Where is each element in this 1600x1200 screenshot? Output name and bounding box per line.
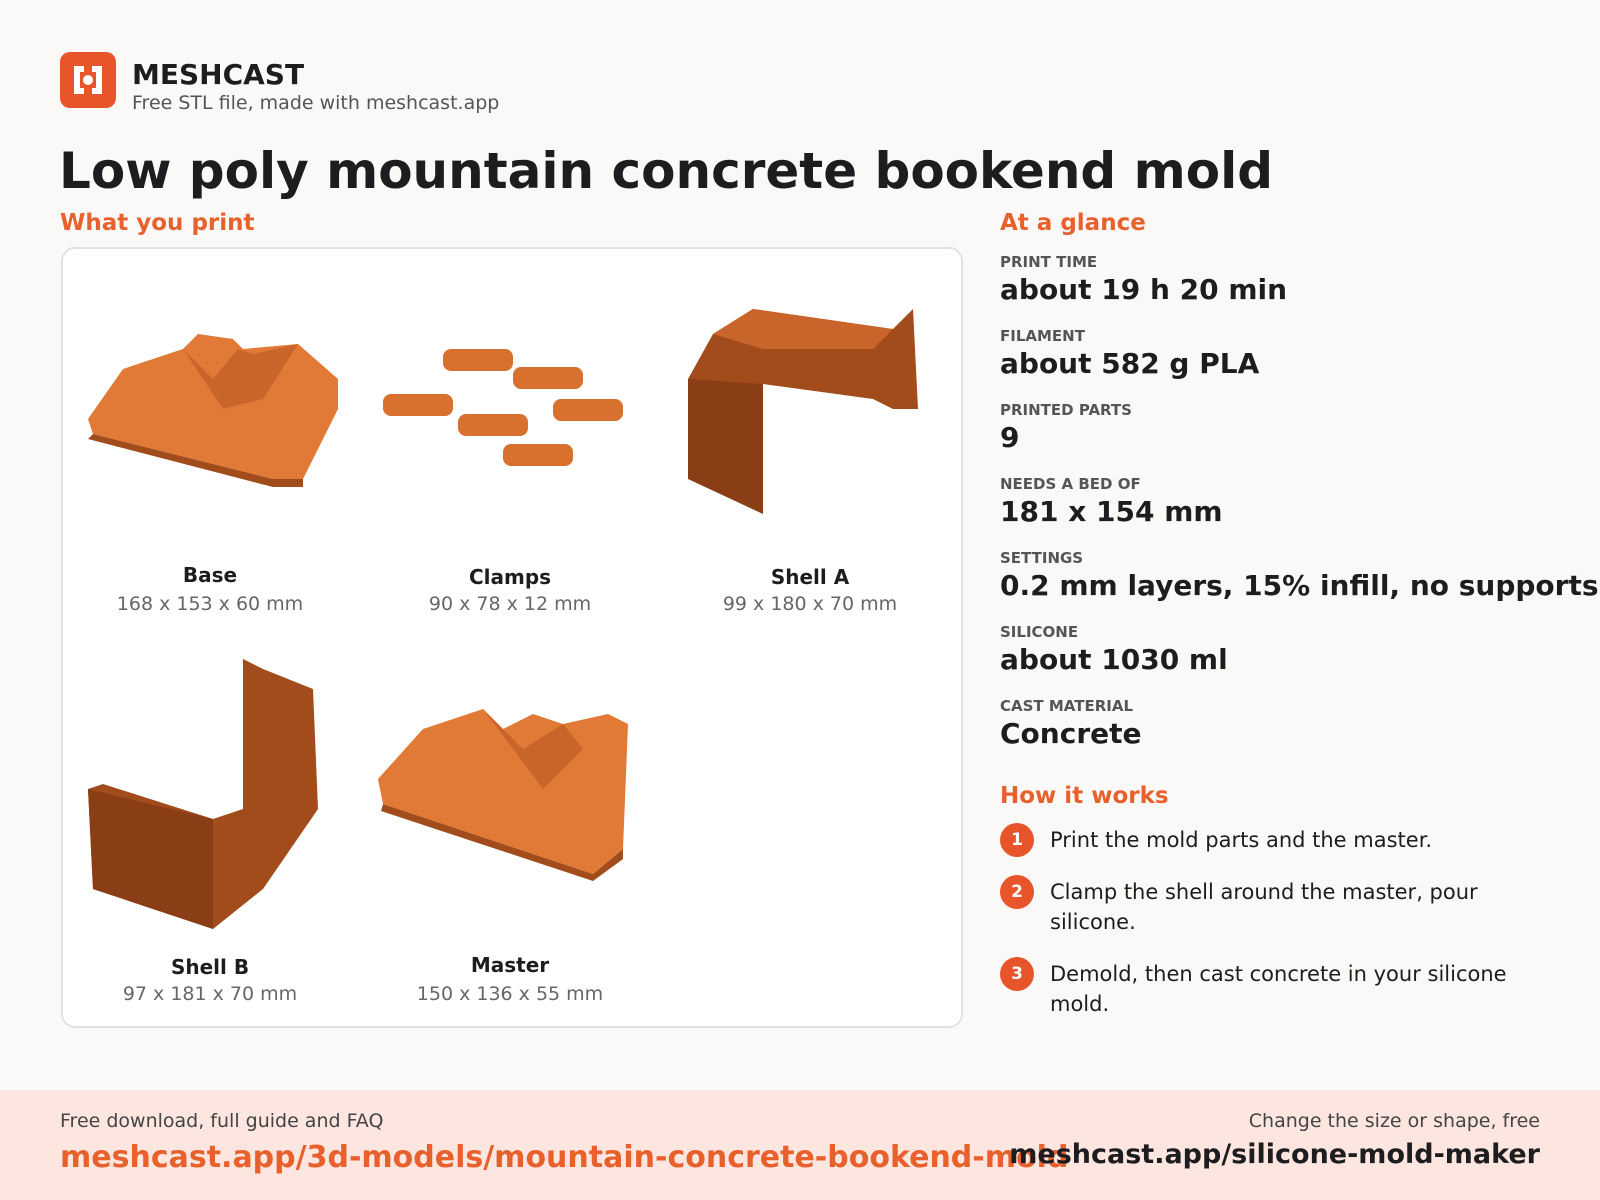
step-text: Demold, then cast concrete in your silic… xyxy=(1050,962,1507,1016)
part-name: Master xyxy=(470,953,550,977)
section-heading: At a glance xyxy=(1000,210,1146,236)
stat-value: about 1030 ml xyxy=(1000,643,1228,676)
part-name: Base xyxy=(182,563,238,587)
step-number: 1 xyxy=(1000,823,1034,857)
footer-caption: Free download, full guide and FAQ xyxy=(60,1110,384,1132)
part-size: 168 x 153 x 60 mm xyxy=(116,593,304,615)
stat-value: Concrete xyxy=(1000,717,1142,750)
footer-link[interactable]: meshcast.app/3d-models/mountain-concrete… xyxy=(60,1140,1069,1175)
step-text: Print the mold parts and the master. xyxy=(1050,828,1433,852)
stat-label: PRINTED PARTS xyxy=(1000,401,1132,419)
part-size: 150 x 136 x 55 mm xyxy=(416,983,604,1005)
step-text: Clamp the shell around the master, pour … xyxy=(1050,880,1478,934)
stat-label: SETTINGS xyxy=(1000,549,1084,567)
shell-a-image xyxy=(688,309,918,514)
step-number: 3 xyxy=(1000,957,1034,991)
stat-value: about 19 h 20 min xyxy=(1000,273,1288,306)
section-heading: How it works xyxy=(1000,783,1169,809)
stat-value: 0.2 mm layers, 15% infill, no supports xyxy=(1000,569,1599,602)
footer xyxy=(0,1090,1600,1200)
part-name: Clamps xyxy=(468,565,552,589)
section-heading: What you print xyxy=(60,210,255,236)
stat-label: CAST MATERIAL xyxy=(1000,697,1134,715)
stat-label: NEEDS A BED OF xyxy=(1000,475,1141,493)
part-size: 99 x 180 x 70 mm xyxy=(722,593,898,615)
parts-images xyxy=(88,309,918,929)
master-image xyxy=(378,709,628,881)
title: Low poly mountain concrete bookend mold xyxy=(59,142,1274,200)
step-number: 2 xyxy=(1000,875,1034,909)
tagline: Free STL file, made with meshcast.app xyxy=(132,92,500,114)
stat-value: 9 xyxy=(1000,421,1020,454)
footer-link[interactable]: meshcast.app/silicone-mold-maker xyxy=(1009,1139,1540,1170)
stat-label: PRINT TIME xyxy=(1000,253,1098,271)
brand: MESHCAST xyxy=(132,58,305,91)
parts-card xyxy=(61,247,963,1028)
logo xyxy=(60,52,116,108)
stat-label: SILICONE xyxy=(1000,623,1079,641)
stat-value: 181 x 154 mm xyxy=(1000,495,1223,528)
part-name: Shell B xyxy=(170,955,250,979)
clamps-image xyxy=(383,349,623,466)
part-size: 97 x 181 x 70 mm xyxy=(122,983,298,1005)
part-size: 90 x 78 x 12 mm xyxy=(428,593,592,615)
base-image xyxy=(88,334,338,487)
part-name: Shell A xyxy=(770,565,850,589)
shell-b-image xyxy=(88,659,318,929)
stat-label: FILAMENT xyxy=(1000,327,1085,345)
stat-value: about 582 g PLA xyxy=(1000,347,1260,380)
footer-caption: Change the size or shape, free xyxy=(1248,1110,1540,1132)
